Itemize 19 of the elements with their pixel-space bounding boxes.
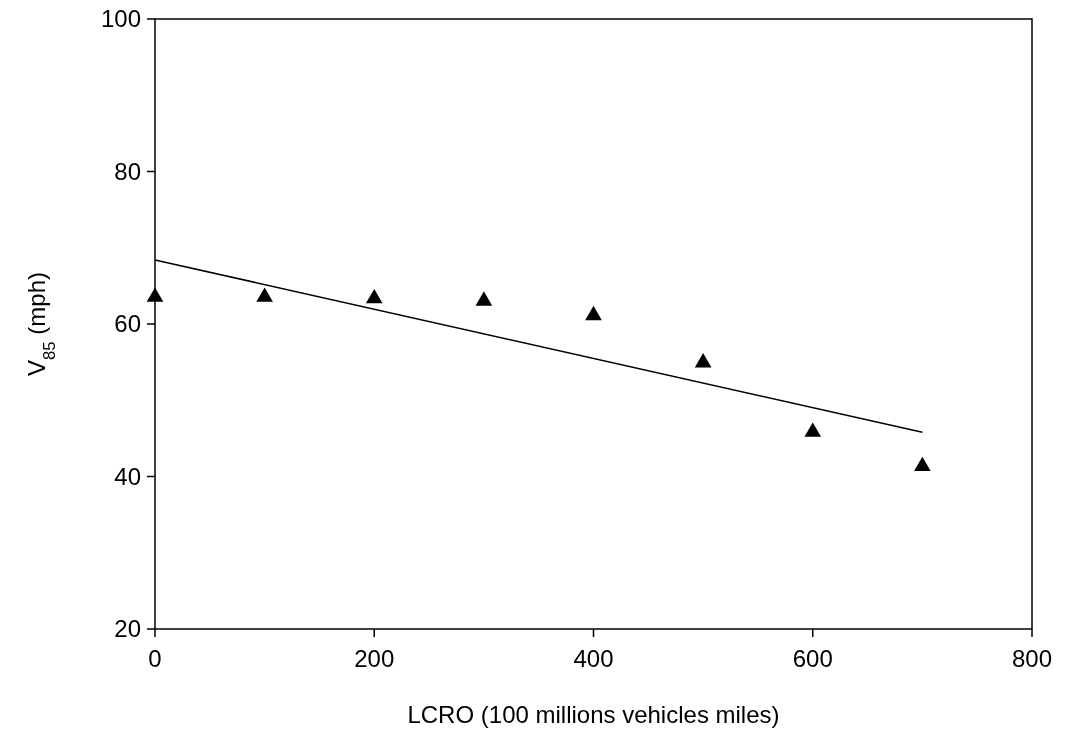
y-tick-label: 40 <box>114 462 141 490</box>
x-tick-label: 400 <box>573 645 614 672</box>
point <box>804 422 822 437</box>
x-tick-label: 200 <box>354 645 395 672</box>
point <box>146 287 164 302</box>
point <box>365 288 383 304</box>
x-axis-title: LCRO (100 millions vehicles miles) <box>407 701 780 728</box>
point <box>914 456 931 472</box>
point <box>256 287 273 302</box>
y-tick-label: 80 <box>114 157 141 185</box>
point <box>475 291 493 306</box>
y-tick-label: 100 <box>100 5 141 32</box>
point <box>585 305 602 321</box>
y-tick-label: 60 <box>114 310 141 337</box>
x-tick-label: 0 <box>148 645 162 672</box>
y-tick-label: 20 <box>114 615 141 642</box>
x-tick-label: 600 <box>792 645 833 672</box>
point <box>694 352 712 368</box>
x-tick-label: 800 <box>1011 645 1053 672</box>
